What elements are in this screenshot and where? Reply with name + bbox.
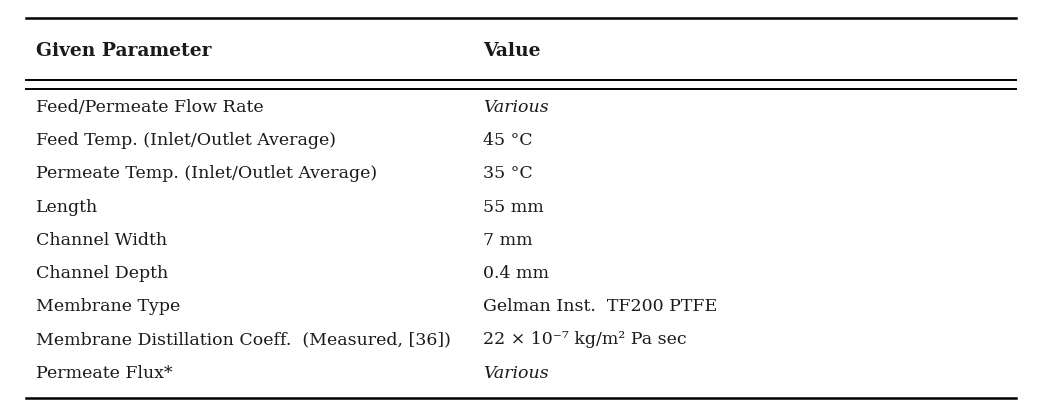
- Text: Feed Temp. (Inlet/Outlet Average): Feed Temp. (Inlet/Outlet Average): [36, 132, 337, 149]
- Text: Membrane Distillation Coeff.  (Measured, [36]): Membrane Distillation Coeff. (Measured, …: [36, 331, 451, 348]
- Text: Various: Various: [483, 364, 549, 381]
- Text: 45 °C: 45 °C: [483, 132, 533, 149]
- Text: Value: Value: [483, 42, 540, 60]
- Text: Membrane Type: Membrane Type: [36, 298, 181, 315]
- Text: Permeate Flux*: Permeate Flux*: [36, 364, 172, 381]
- Text: Channel Width: Channel Width: [36, 232, 167, 249]
- Text: 55 mm: 55 mm: [483, 199, 543, 215]
- Text: 35 °C: 35 °C: [483, 165, 533, 182]
- Text: Channel Depth: Channel Depth: [36, 265, 168, 282]
- Text: Permeate Temp. (Inlet/Outlet Average): Permeate Temp. (Inlet/Outlet Average): [36, 165, 377, 182]
- Text: 0.4 mm: 0.4 mm: [483, 265, 550, 282]
- Text: Given Parameter: Given Parameter: [36, 42, 212, 60]
- Text: Gelman Inst.  TF200 PTFE: Gelman Inst. TF200 PTFE: [483, 298, 717, 315]
- Text: 22 × 10⁻⁷ kg/m² Pa sec: 22 × 10⁻⁷ kg/m² Pa sec: [483, 331, 687, 348]
- Text: Feed/Permeate Flow Rate: Feed/Permeate Flow Rate: [36, 99, 264, 116]
- Text: Various: Various: [483, 99, 549, 116]
- Text: 7 mm: 7 mm: [483, 232, 533, 249]
- Text: Length: Length: [36, 199, 99, 215]
